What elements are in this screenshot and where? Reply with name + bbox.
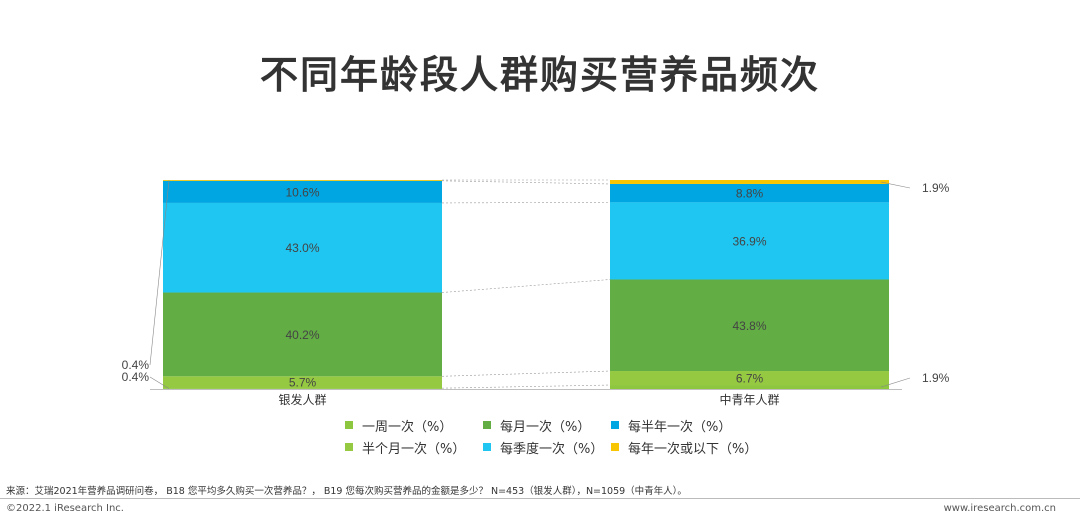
source-note: 来源：艾瑞2021年营养品调研问卷， B18 您平均多久购买一次营养品？， B1… bbox=[6, 486, 687, 497]
connector-line bbox=[441, 202, 611, 204]
legend-swatch bbox=[483, 421, 491, 429]
bar-segment bbox=[610, 180, 889, 184]
data-label: 10.6% bbox=[285, 185, 319, 199]
data-label: 6.7% bbox=[736, 372, 764, 386]
copyright: ©2022.1 iResearch Inc. bbox=[6, 503, 124, 514]
bar-segment bbox=[610, 371, 889, 386]
bar-segment bbox=[163, 180, 442, 203]
bar-segment bbox=[610, 202, 889, 280]
leader-line bbox=[149, 180, 170, 366]
legend-item: 每月一次（%） bbox=[483, 416, 611, 435]
data-label: 43.0% bbox=[285, 241, 319, 255]
legend-label: 一周一次（%） bbox=[362, 419, 453, 435]
bar-segment bbox=[610, 385, 889, 389]
category-label: 中青年人群 bbox=[719, 392, 779, 407]
legend-swatch bbox=[345, 443, 353, 451]
legend-swatch bbox=[611, 421, 619, 429]
bar-segment bbox=[163, 292, 442, 377]
bar-segment bbox=[163, 376, 442, 389]
connector-line bbox=[441, 279, 611, 293]
legend-swatch bbox=[483, 443, 491, 451]
outside-data-label: 1.9% bbox=[922, 371, 950, 385]
footer-divider bbox=[0, 498, 1080, 499]
legend-item: 半个月一次（%） bbox=[345, 438, 483, 457]
leader-line bbox=[880, 181, 911, 189]
bar-segment bbox=[163, 202, 442, 293]
data-label: 40.2% bbox=[285, 328, 319, 342]
legend-label: 每月一次（%） bbox=[500, 419, 591, 435]
data-label: 8.8% bbox=[736, 187, 764, 201]
connector-line bbox=[441, 370, 611, 377]
connector-line bbox=[441, 180, 611, 185]
page-title: 不同年龄段人群购买营养品频次 bbox=[259, 53, 820, 97]
leader-line bbox=[880, 377, 911, 388]
connector-line bbox=[441, 384, 611, 389]
legend-label: 每年一次或以下（%） bbox=[628, 441, 758, 457]
data-label: 43.8% bbox=[732, 319, 766, 333]
legend-item: 每年一次或以下（%） bbox=[611, 438, 785, 457]
legend-swatch bbox=[611, 443, 619, 451]
outside-data-label: 0.4% bbox=[122, 358, 150, 372]
category-label: 银发人群 bbox=[278, 392, 326, 407]
stacked-bar-chart: 5.7% 6.7% 40.2% 43.8% 43.0% 36.9% 10.6% 8.8% 0.4… bbox=[122, 179, 950, 407]
bar-segment bbox=[163, 388, 442, 389]
bar-segment bbox=[610, 279, 889, 372]
data-label: 5.7% bbox=[289, 376, 317, 390]
legend-label: 每半年一次（%） bbox=[628, 419, 732, 435]
bar-segment bbox=[610, 183, 889, 203]
outside-data-label: 0.4% bbox=[122, 370, 150, 384]
website-url: www.iresearch.com.cn bbox=[943, 503, 1056, 514]
bar-segment bbox=[163, 180, 442, 181]
legend-label: 半个月一次（%） bbox=[362, 441, 466, 457]
chart-legend: 一周一次（%） 每月一次（%） 每半年一次（%） 半个月一次（%） 每季度一次（%） 每年… bbox=[345, 416, 785, 457]
leader-line bbox=[149, 376, 170, 389]
data-label: 36.9% bbox=[732, 234, 766, 248]
legend-item: 每半年一次（%） bbox=[611, 416, 785, 435]
outside-data-label: 1.9% bbox=[922, 181, 950, 195]
legend-item: 每季度一次（%） bbox=[483, 438, 611, 457]
legend-label: 每季度一次（%） bbox=[500, 441, 604, 457]
legend-item: 一周一次（%） bbox=[345, 416, 483, 435]
legend-swatch bbox=[345, 421, 353, 429]
